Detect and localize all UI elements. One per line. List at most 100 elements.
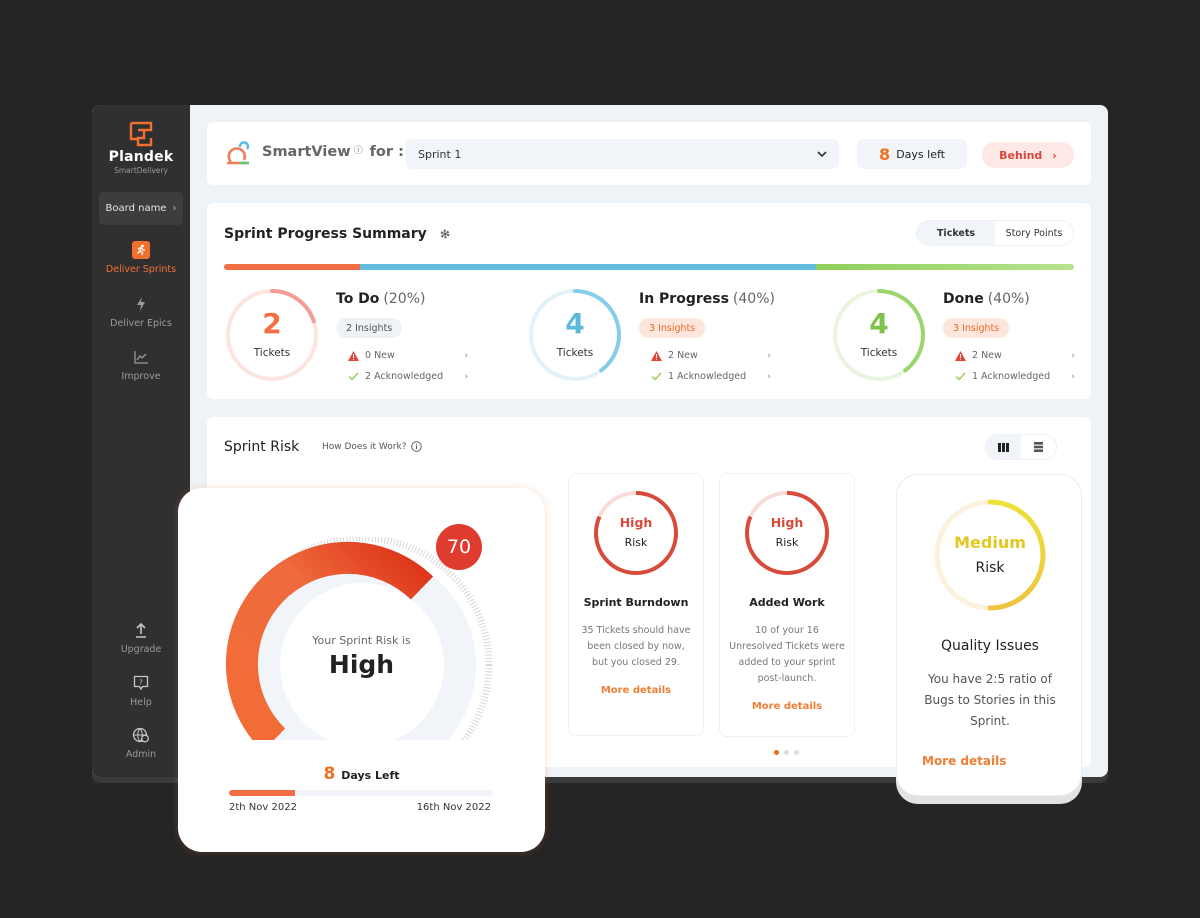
done-percent: (40%) xyxy=(987,291,1030,307)
runner-icon xyxy=(132,241,150,259)
todo-title-label: To Do xyxy=(336,291,380,307)
gauge-days-number: 8 xyxy=(323,764,336,784)
todo-percent: (20%) xyxy=(383,291,426,307)
quality-issues-card: Medium Risk Quality Issues You have 2:5 … xyxy=(896,474,1082,796)
warning-icon xyxy=(651,350,662,361)
how-does-it-work-link[interactable]: How Does it Work? xyxy=(322,441,423,452)
sidebar-item-label: Admin xyxy=(125,749,157,760)
brand-subtitle: SmartDelivery xyxy=(114,166,168,175)
chevron-right-icon: › xyxy=(1052,148,1057,162)
info-icon[interactable]: ⓘ xyxy=(353,146,363,156)
done-count: 4 xyxy=(869,307,889,340)
risk-card-title: Sprint Burndown xyxy=(583,596,689,609)
sprint-timeline-fill xyxy=(229,790,295,796)
done-new-row[interactable]: 2 New › xyxy=(955,350,1075,361)
gauge-risk-level: High xyxy=(328,650,395,679)
sidebar-item-help[interactable]: ? Help xyxy=(92,674,190,708)
risk-ring: High Risk xyxy=(593,490,679,576)
in-progress-ring xyxy=(529,289,621,381)
check-icon xyxy=(955,372,966,381)
pager-dot-2[interactable] xyxy=(784,750,789,755)
risk-label: Risk xyxy=(624,536,648,549)
list-view-button[interactable] xyxy=(1021,435,1056,459)
more-details-link[interactable]: More details xyxy=(600,685,672,696)
in-progress-count: 4 xyxy=(565,307,585,340)
warning-icon xyxy=(348,350,359,361)
in-progress-title-label: In Progress xyxy=(639,291,729,307)
status-pill-behind[interactable]: Behind › xyxy=(982,142,1074,168)
line-chart-icon xyxy=(134,350,148,364)
risk-level: High xyxy=(770,515,804,530)
brand-name: Plandek xyxy=(108,149,174,165)
for-label: for : xyxy=(369,144,404,160)
gauge-subtitle: Your Sprint Risk is xyxy=(312,634,411,647)
quality-description: You have 2:5 ratio of Bugs to Stories in… xyxy=(924,672,1056,728)
sprint-timeline-bar xyxy=(229,790,493,796)
sidebar-item-deliver-epics[interactable]: Deliver Epics xyxy=(92,295,190,329)
gear-icon[interactable] xyxy=(439,228,451,240)
sidebar-item-improve[interactable]: Improve xyxy=(92,348,190,382)
pager-dot-3[interactable] xyxy=(794,750,799,755)
board-name-button[interactable]: Board name › xyxy=(99,192,183,225)
view-toggle xyxy=(985,434,1057,460)
sidebar-item-deliver-sprints[interactable]: Deliver Sprints xyxy=(92,241,190,275)
smartview-header: SmartView ⓘ for : Sprint 1 8 Days left B… xyxy=(207,122,1091,185)
toggle-story-points[interactable]: Story Points xyxy=(1005,227,1063,239)
days-left-number: 8 xyxy=(879,144,891,164)
sprint-select[interactable]: Sprint 1 xyxy=(406,139,839,169)
smartview-logo-icon xyxy=(227,141,250,165)
more-details-link[interactable]: More details xyxy=(751,701,823,712)
high-risk-ring xyxy=(745,491,829,575)
done-title: Done (40%) xyxy=(943,291,1030,307)
sidebar-item-upgrade[interactable]: Upgrade xyxy=(92,621,190,655)
done-unit: Tickets xyxy=(860,347,898,359)
sprint-end-date: 16th Nov 2022 xyxy=(416,802,491,813)
done-acknowledged-row[interactable]: 1 Acknowledged › xyxy=(955,371,1075,382)
columns-icon xyxy=(998,442,1009,452)
quality-title: Quality Issues xyxy=(941,638,1039,654)
quality-issues-card-wrap: Medium Risk Quality Issues You have 2:5 … xyxy=(896,474,1082,804)
risk-label: Risk xyxy=(775,536,799,549)
in-progress-new-row[interactable]: 2 New › xyxy=(651,350,771,361)
brand-logo[interactable]: Plandek SmartDelivery xyxy=(92,121,190,175)
high-risk-ring xyxy=(594,491,678,575)
sprint-risk-title: Sprint Risk xyxy=(224,439,300,455)
todo-acknowledged-row[interactable]: 2 Acknowledged › xyxy=(348,371,468,382)
todo-insights-badge[interactable]: 2 Insights xyxy=(336,318,403,338)
plandek-logo-icon xyxy=(129,121,153,147)
sprint-risk-gauge-card: 70 Your Sprint Risk is High 8 Days Left … xyxy=(178,488,545,852)
todo-title: To Do (20%) xyxy=(336,291,425,307)
chevron-right-icon: › xyxy=(767,371,771,382)
risk-score-badge: 70 xyxy=(436,524,482,570)
status-done: 4 Tickets Done (40%) 3 Insights 2 New › 1… xyxy=(831,287,1108,387)
in-progress-insights-badge[interactable]: 3 Insights xyxy=(639,318,706,338)
chevron-right-icon: › xyxy=(464,371,468,382)
sidebar-item-label: Deliver Sprints xyxy=(105,264,177,275)
sidebar-item-label: Deliver Epics xyxy=(110,318,172,329)
done-insights-badge[interactable]: 3 Insights xyxy=(943,318,1010,338)
more-details-link[interactable]: More details xyxy=(922,754,1007,768)
in-progress-acknowledged-row[interactable]: 1 Acknowledged › xyxy=(651,371,771,382)
risk-level: High xyxy=(619,515,653,530)
todo-new-row[interactable]: 0 New › xyxy=(348,350,468,361)
risk-card-added-work: High Risk Added Work 10 of your 16 Unres… xyxy=(719,473,855,737)
in-progress-new-label: 2 New xyxy=(668,350,698,361)
pager-dot-1[interactable] xyxy=(774,750,779,755)
sprint-progress-summary: Sprint Progress Summary Tickets Story Po… xyxy=(207,203,1091,399)
sprint-progress-bar xyxy=(224,264,1074,270)
todo-new-label: 0 New xyxy=(365,350,395,361)
sidebar-item-admin[interactable]: Admin xyxy=(92,726,190,760)
section-title: Sprint Progress Summary xyxy=(224,226,451,242)
bolt-icon xyxy=(137,297,145,311)
risk-ring: High Risk xyxy=(744,490,830,576)
toggle-tickets[interactable]: Tickets xyxy=(917,221,995,245)
risk-card-description: 35 Tickets should have been closed by no… xyxy=(581,625,691,668)
globe-gear-icon xyxy=(132,727,149,743)
done-ring xyxy=(833,289,925,381)
section-title-label: Sprint Progress Summary xyxy=(224,226,427,242)
check-icon xyxy=(348,372,359,381)
sidebar: Plandek SmartDelivery Board name › Deliv… xyxy=(92,105,190,777)
how-link-label: How Does it Work? xyxy=(322,441,407,452)
gauge-days-label: Days Left xyxy=(341,769,400,782)
column-view-button[interactable] xyxy=(986,435,1021,459)
